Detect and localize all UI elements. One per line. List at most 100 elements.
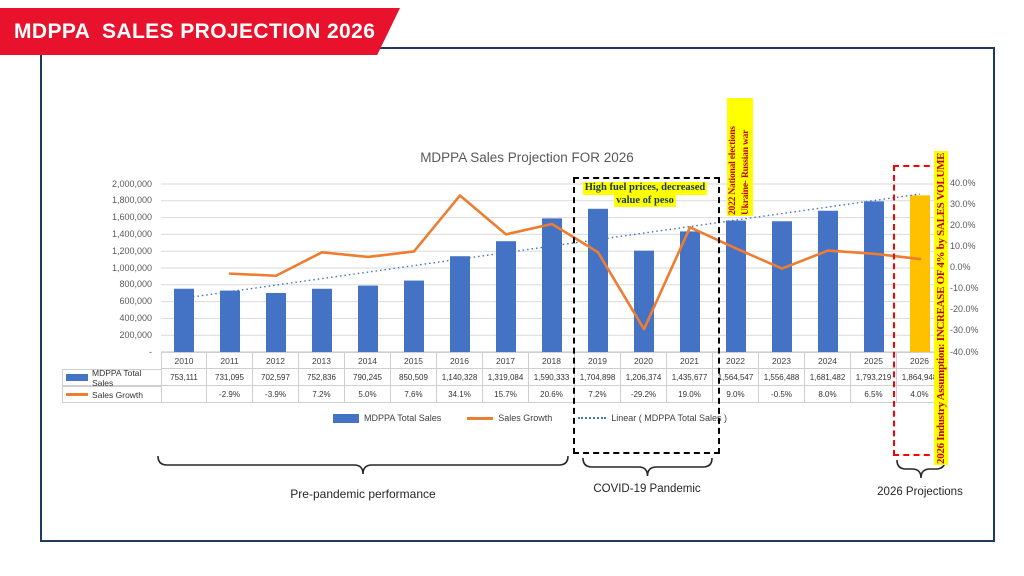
- annotation-line: High fuel prices, decreased: [582, 182, 708, 195]
- curly-brace: [582, 457, 713, 477]
- bar-2026: [910, 195, 930, 352]
- bar-2013: [312, 288, 332, 352]
- table-cell: 790,245: [345, 369, 391, 386]
- table-row-label: Sales Growth: [92, 389, 144, 400]
- table-cell: 7.2%: [299, 386, 345, 403]
- table-cell: -0.5%: [759, 386, 805, 403]
- bar-2022: [726, 220, 746, 352]
- annotation-line: 2026 Industry Assumption: INCREASE OF 4%…: [934, 151, 948, 465]
- blue-bar-swatch-icon: [66, 374, 88, 381]
- table-cell: 2016: [437, 352, 483, 369]
- annotation-line: 2022 National elections: [727, 98, 740, 216]
- dotted-trendline-swatch-icon: [578, 417, 607, 419]
- section-label-projections: 2026 Projections: [877, 486, 963, 498]
- left-axis-tick: 1,600,000: [111, 212, 152, 223]
- table-cell: 850,509: [391, 369, 437, 386]
- table-cell: 2023: [759, 352, 805, 369]
- table-cell: 753,111: [161, 369, 207, 386]
- table-cell: 2022: [713, 352, 759, 369]
- bar-2023: [772, 221, 792, 352]
- bar-2016: [450, 256, 470, 352]
- bar-2011: [220, 290, 240, 352]
- table-cell: 5.0%: [345, 386, 391, 403]
- legend-label: MDPPA Total Sales: [364, 413, 442, 423]
- table-row-sales-growth: Sales Growth -2.9% -3.9% 7.2% 5.0% 7.6% 34.1%…: [62, 386, 943, 403]
- bar-2010: [174, 288, 194, 352]
- chart-legend: MDPPA Total Sales Sales Growth Linear ( …: [300, 409, 760, 427]
- right-axis-tick: 40.0%: [950, 177, 976, 188]
- table-cell: 2020: [621, 352, 667, 369]
- table-cell: 8.0%: [805, 386, 851, 403]
- legend-label: Sales Growth: [498, 413, 553, 423]
- bar-2014: [358, 285, 378, 352]
- left-axis-tick: 1,200,000: [111, 245, 152, 256]
- left-axis-tick: 800,000: [119, 279, 152, 290]
- elections-war-annotation: 2022 National elections Ukraine- Russian…: [727, 98, 753, 216]
- covid-period-dashed-box: [573, 177, 720, 454]
- table-row-header-growth: Sales Growth: [62, 386, 161, 403]
- bar-2015: [404, 280, 424, 352]
- table-cell: 1,564,547: [713, 369, 759, 386]
- curly-brace: [896, 459, 946, 479]
- chart-title: MDPPA Sales Projection FOR 2026: [420, 150, 634, 165]
- title-banner: MDPPA SALES PROJECTION 2026: [0, 8, 400, 55]
- industry-assumption-annotation: 2026 Industry Assumption: INCREASE OF 4%…: [934, 151, 948, 465]
- bar-2017: [496, 241, 516, 352]
- bar-2012: [266, 292, 286, 352]
- legend-item-linear-trend: Linear ( MDPPA Total Sales ): [578, 413, 727, 423]
- table-cell: 2011: [207, 352, 253, 369]
- curly-brace: [157, 455, 569, 475]
- right-axis-tick: 0.0%: [950, 262, 971, 272]
- right-axis-tick: -20.0%: [950, 304, 979, 315]
- table-cell: 2017: [483, 352, 529, 369]
- annotation-line: Ukraine- Russian war: [740, 98, 753, 216]
- right-axis-tick: -10.0%: [950, 283, 979, 294]
- bar-2019: [588, 208, 608, 352]
- right-axis-tick: -30.0%: [950, 325, 979, 336]
- table-cell: 1,793,219: [851, 369, 897, 386]
- right-axis-tick: -40.0%: [950, 346, 979, 357]
- table-cell: 19.0%: [667, 386, 713, 403]
- table-cell: [161, 386, 207, 403]
- table-row-header-sales: MDPPA Total Sales: [62, 367, 161, 388]
- slide-border-frame: [40, 47, 995, 542]
- table-cell: 2010: [161, 352, 207, 369]
- table-cell: 9.0%: [713, 386, 759, 403]
- table-cell: 1,319,084: [483, 369, 529, 386]
- bar-2024: [818, 210, 838, 352]
- left-axis-tick: 400,000: [119, 312, 152, 323]
- projection-period-dashed-box: [893, 165, 940, 456]
- orange-line-swatch-icon: [66, 393, 88, 396]
- legend-item-total-sales: MDPPA Total Sales: [333, 413, 441, 423]
- left-axis-tick: 1,800,000: [111, 195, 152, 206]
- right-axis-tick: 10.0%: [950, 240, 976, 251]
- orange-line-swatch-icon: [467, 416, 494, 420]
- left-axis-tick: 600,000: [119, 296, 152, 307]
- table-cell: 34.1%: [437, 386, 483, 403]
- table-cell: 2012: [253, 352, 299, 369]
- table-cell: 6.5%: [851, 386, 897, 403]
- left-axis-tick: 1,000,000: [111, 262, 152, 273]
- table-cell: 7.2%: [575, 386, 621, 403]
- table-cell: -3.9%: [253, 386, 299, 403]
- table-cell: 2024: [805, 352, 851, 369]
- table-cell: 15.7%: [483, 386, 529, 403]
- table-cell: 1,140,328: [437, 369, 483, 386]
- table-cell: -29.2%: [621, 386, 667, 403]
- table-cell: 731,095: [207, 369, 253, 386]
- table-row-years: 2010 2011 2012 2013 2014 2015 2016 2017 2018 2019…: [62, 352, 943, 369]
- table-cell: 2014: [345, 352, 391, 369]
- section-label-pre-pandemic: Pre-pandemic performance: [290, 487, 436, 501]
- table-cell: 1,681,482: [805, 369, 851, 386]
- table-row-label: MDPPA Total Sales: [92, 367, 142, 388]
- left-axis-tick: 200,000: [119, 329, 152, 340]
- bar-2021: [680, 231, 700, 352]
- section-label-covid: COVID-19 Pandemic: [593, 483, 701, 495]
- page-title: MDPPA SALES PROJECTION 2026: [14, 19, 376, 43]
- right-axis-tick: 30.0%: [950, 198, 976, 209]
- left-axis-tick: 1,400,000: [111, 228, 152, 239]
- table-cell: 1,704,898: [575, 369, 621, 386]
- sales-growth-line: [228, 194, 922, 331]
- table-cell: 2013: [299, 352, 345, 369]
